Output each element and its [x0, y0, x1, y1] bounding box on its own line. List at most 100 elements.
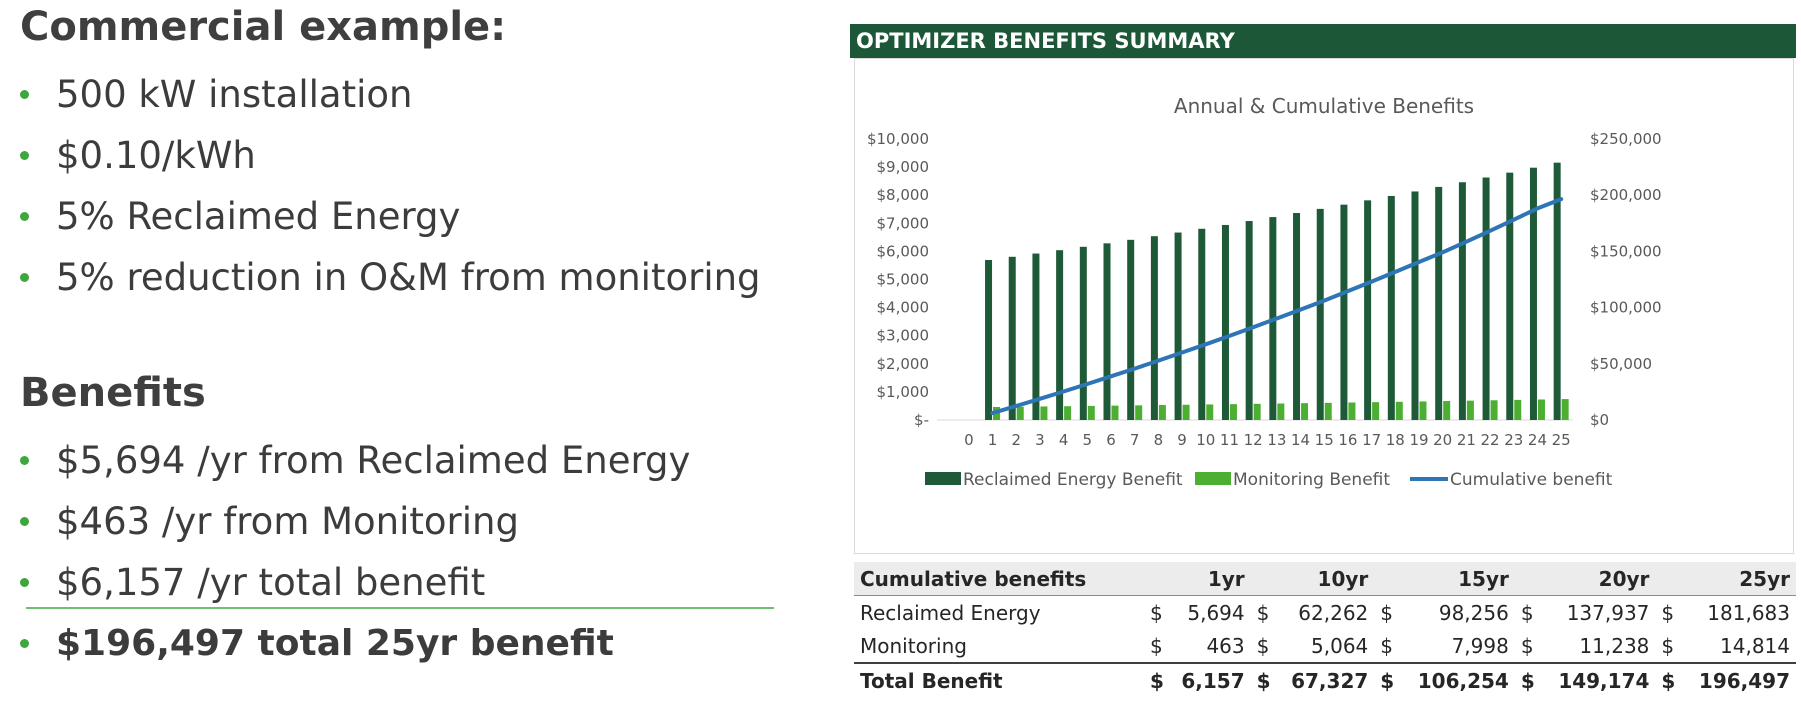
- value-cell: 62,262: [1298, 600, 1369, 625]
- monitoring-bar: [1348, 402, 1356, 420]
- reclaimed-energy-bar: [1127, 239, 1135, 420]
- cumulative-benefit-line: [990, 197, 1564, 416]
- currency-cell: $: [1149, 633, 1163, 658]
- chart-container: Annual & Cumulative Benefits $- $1,000 $2,…: [854, 58, 1794, 554]
- reclaimed-energy-bar: [1529, 167, 1537, 420]
- x-axis-tick-label: 13: [1267, 431, 1286, 449]
- bullet-dot-icon: [20, 578, 29, 587]
- monitoring-bar: [1040, 406, 1048, 420]
- bar-series: [985, 162, 1569, 420]
- right-axis-tick-label: $50,000: [1590, 355, 1652, 373]
- currency-cell: $: [1380, 633, 1394, 658]
- table-header-col: 1yr: [1143, 562, 1251, 596]
- benefit-bullet: $5,694 /yr from Reclaimed Energy: [0, 430, 690, 491]
- benefits-heading: Benefits: [20, 370, 206, 416]
- reclaimed-energy-bar: [1387, 195, 1395, 420]
- cumulative-benefits-table: Cumulative benefits 1yr 10yr 15yr 20yr 2…: [854, 562, 1796, 697]
- left-axis-tick-label: $9,000: [877, 158, 930, 176]
- right-axis-tick-label: $250,000: [1590, 130, 1662, 148]
- currency-cell: $: [1520, 600, 1534, 625]
- right-axis: $0 $50,000 $100,000 $150,000 $200,000 $250,00…: [1590, 130, 1662, 429]
- table-header-col: 20yr: [1514, 562, 1656, 596]
- value-cell: 67,327: [1270, 662, 1375, 697]
- x-axis: 0 1 2 3 4 5 6 7 8 9 10 11 12 13 14 15 16 17 18 19 20 21 22 23 24…: [937, 419, 1573, 449]
- monitoring-bar: [1443, 401, 1451, 420]
- currency-cell: $: [1250, 662, 1271, 697]
- row-label: Reclaimed Energy: [860, 600, 1041, 625]
- value-cell: 463: [1206, 633, 1245, 658]
- currency-cell: $: [1380, 600, 1394, 625]
- bullet-text: 500 kW installation: [56, 73, 413, 116]
- currency-cell: $: [1256, 633, 1270, 658]
- x-axis-tick-label: 20: [1433, 431, 1452, 449]
- monitoring-bar: [1087, 405, 1095, 420]
- left-axis-tick-label: $2,000: [877, 355, 930, 373]
- monitoring-bar: [1514, 399, 1522, 420]
- optimizer-benefits-panel: OPTIMIZER BENEFITS SUMMARY Annual & Cumu…: [850, 24, 1796, 704]
- reclaimed-energy-bar: [1506, 172, 1514, 420]
- reclaimed-energy-bar: [1364, 200, 1372, 420]
- currency-cell: $: [1149, 600, 1163, 625]
- reclaimed-energy-bar: [1150, 236, 1158, 420]
- x-axis-tick-label: 11: [1220, 431, 1239, 449]
- commercial-bullet: 5% reduction in O&M from monitoring: [0, 247, 761, 308]
- left-axis-tick-label: $8,000: [877, 186, 930, 204]
- legend-monitoring-label: Monitoring Benefit: [1233, 470, 1390, 490]
- legend-cumulative-label: Cumulative benefit: [1450, 470, 1613, 490]
- benefit-bullet: $6,157 /yr total benefit: [0, 552, 690, 613]
- left-column: Commercial example: 500 kW installation …: [0, 0, 790, 721]
- monitoring-bar: [1324, 402, 1332, 420]
- monitoring-bar: [1206, 404, 1214, 420]
- commercial-bullet: 500 kW installation: [0, 64, 761, 125]
- bullet-text: $5,694 /yr from Reclaimed Energy: [56, 439, 691, 482]
- value-cell: 181,683: [1707, 600, 1790, 625]
- monitoring-bar: [1111, 405, 1119, 420]
- reclaimed-energy-bar: [1221, 224, 1229, 420]
- chart-title: Annual & Cumulative Benefits: [1174, 94, 1474, 118]
- left-axis-tick-label: $3,000: [877, 327, 930, 345]
- currency-cell: $: [1661, 633, 1675, 658]
- monitoring-bar: [1561, 399, 1569, 420]
- value-cell: 11,238: [1579, 633, 1650, 658]
- table-header-col: 15yr: [1374, 562, 1515, 596]
- x-axis-tick-label: 24: [1528, 431, 1547, 449]
- value-cell: 7,998: [1451, 633, 1509, 658]
- left-axis-tick-label: $1,000: [877, 383, 930, 401]
- reclaimed-energy-bar: [1316, 208, 1324, 420]
- monitoring-bar: [1537, 399, 1545, 420]
- reclaimed-energy-bar: [1032, 253, 1040, 420]
- reclaimed-energy-bar: [1482, 177, 1490, 420]
- row-label: Total Benefit: [854, 662, 1144, 697]
- x-axis-tick-label: 8: [1154, 431, 1164, 449]
- right-axis-tick-label: $0: [1590, 411, 1609, 429]
- monitoring-bar: [1253, 403, 1261, 420]
- reclaimed-energy-bar: [1079, 246, 1087, 420]
- x-axis-tick-label: 15: [1315, 431, 1334, 449]
- bullet-dot-icon: [20, 273, 29, 282]
- reclaimed-energy-bar: [1198, 228, 1206, 420]
- left-axis-tick-label: $10,000: [867, 130, 929, 148]
- currency-cell: $: [1374, 662, 1395, 697]
- x-axis-tick-label: 19: [1409, 431, 1428, 449]
- right-axis-tick-label: $150,000: [1590, 242, 1662, 260]
- x-axis-tick-label: 3: [1035, 431, 1045, 449]
- monitoring-bar: [1490, 400, 1498, 420]
- x-axis-tick-label: 6: [1106, 431, 1116, 449]
- monitoring-bar: [1395, 401, 1403, 420]
- table-header-col: 10yr: [1250, 562, 1375, 596]
- panel-banner: OPTIMIZER BENEFITS SUMMARY: [850, 24, 1796, 58]
- commercial-bullet-list: 500 kW installation $0.10/kWh 5% Reclaim…: [0, 64, 761, 308]
- bullet-dot-icon: [20, 90, 29, 99]
- x-axis-tick-label: 21: [1457, 431, 1476, 449]
- left-axis: $- $1,000 $2,000 $3,000 $4,000 $5,000 $6,000 $7…: [867, 130, 929, 429]
- value-cell: 5,694: [1187, 600, 1245, 625]
- value-cell: 6,157: [1163, 662, 1251, 697]
- reclaimed-energy-bar: [1553, 162, 1561, 420]
- currency-cell: $: [1661, 600, 1675, 625]
- table-row: Monitoring $463 $5,064 $7,998 $11,238 $1…: [854, 629, 1796, 663]
- table-header-row: Cumulative benefits 1yr 10yr 15yr 20yr 2…: [854, 562, 1796, 596]
- left-axis-tick-label: $5,000: [877, 271, 930, 289]
- value-cell: 98,256: [1438, 600, 1509, 625]
- bullet-dot-icon: [20, 151, 29, 160]
- chart-legend: Reclaimed Energy Benefit Monitoring Benef…: [925, 470, 1613, 490]
